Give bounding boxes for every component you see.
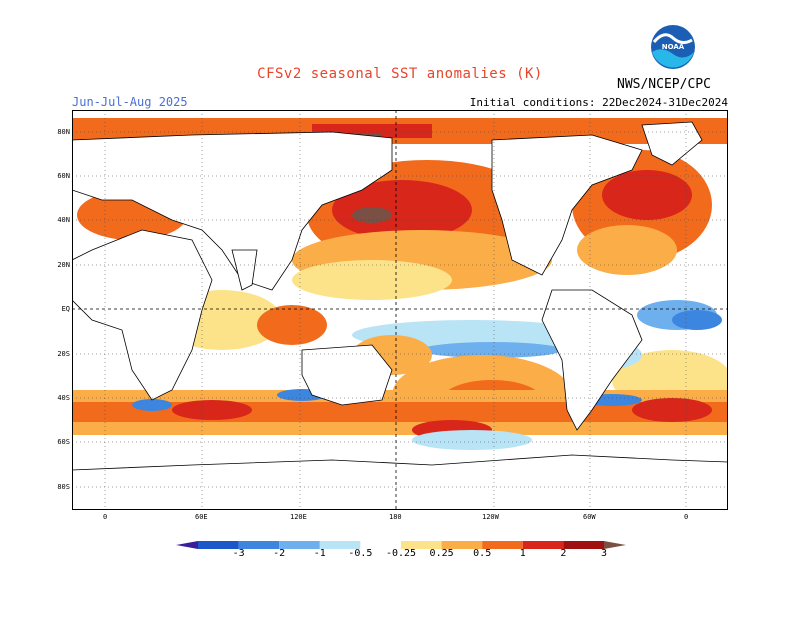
land-masses <box>72 121 728 510</box>
colorbar-segment <box>401 541 442 549</box>
colorbar-tick-label: 0.5 <box>473 548 492 559</box>
colorbar-tick-label: -0.25 <box>385 548 417 559</box>
colorbar-tick-label: 0.25 <box>429 548 454 559</box>
chart-title: CFSv2 seasonal SST anomalies (K) <box>257 66 543 82</box>
lat-label-60s: 60S <box>57 438 70 446</box>
colorbar-segment <box>482 541 523 549</box>
lat-label-eq: EQ <box>61 305 70 313</box>
grid-lines <box>72 110 728 510</box>
colorbar-segment <box>238 541 280 549</box>
noaa-logo: NOAA <box>651 25 695 69</box>
colorbar-segment <box>319 541 361 549</box>
colorbar-end-low <box>176 541 198 549</box>
colorbar-segment <box>279 541 320 549</box>
lat-label-80s: 80S <box>57 483 70 491</box>
colorbar-tick-label: -2 <box>273 548 286 559</box>
colorbar-segment <box>360 541 401 549</box>
lon-label-120e: 120E <box>290 513 307 521</box>
anomaly-field <box>72 118 728 450</box>
lat-label-80n: 80N <box>57 128 70 136</box>
lon-label-180: 180 <box>389 513 402 521</box>
lat-label-40s: 40S <box>57 394 70 402</box>
lat-label-40n: 40N <box>57 216 70 224</box>
colorbar-segment <box>522 541 564 549</box>
credit-label: NWS/NCEP/CPC <box>617 77 711 92</box>
colorbar-segment <box>563 541 604 549</box>
lon-label-0-east: 0 <box>684 513 689 521</box>
lon-label-0-west: 0 <box>103 513 108 521</box>
sst-anomaly-map <box>72 110 728 510</box>
initial-conditions: Initial conditions: 22Dec2024-31Dec2024 <box>469 96 728 109</box>
colorbar <box>176 541 626 549</box>
colorbar-tick-label: 3 <box>600 548 608 559</box>
colorbar-end-high <box>604 541 626 549</box>
colorbar-tick-label: 2 <box>560 548 567 559</box>
colorbar-segment <box>198 541 239 549</box>
lon-label-60e: 60E <box>195 513 208 521</box>
colorbar-tick-label: -0.5 <box>348 548 373 559</box>
lat-label-60n: 60N <box>57 172 70 180</box>
lon-label-120w: 120W <box>482 513 499 521</box>
forecast-period: Jun-Jul-Aug 2025 <box>72 95 188 109</box>
colorbar-tick-label: 1 <box>519 548 526 559</box>
noaa-logo-text: NOAA <box>662 43 685 51</box>
colorbar-segment <box>441 541 483 549</box>
colorbar-tick-label: -3 <box>232 548 245 559</box>
lon-label-60w: 60W <box>583 513 596 521</box>
lat-label-20n: 20N <box>57 261 70 269</box>
colorbar-tick-label: -1 <box>313 548 326 559</box>
lat-label-20s: 20S <box>57 350 70 358</box>
reference-lines <box>72 110 728 510</box>
